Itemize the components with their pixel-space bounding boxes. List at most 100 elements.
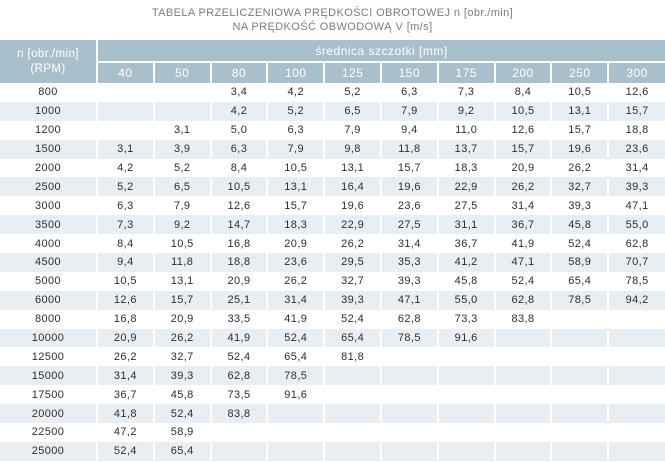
speed-cell: 41,9 — [209, 328, 268, 348]
speed-cell: 55,0 — [436, 290, 495, 310]
speed-cell — [379, 385, 438, 405]
speed-cell: 58,9 — [550, 253, 609, 272]
rpm-corner-line2: (RPM) — [30, 62, 66, 75]
table-row: 2500 5,2 6,5 10,5 13,1 16,4 19,6 22,9 26,2 32,7 39… — [0, 177, 665, 197]
speed-cell: 94,2 — [607, 290, 665, 310]
speed-cell — [607, 347, 665, 367]
speed-cell: 11,8 — [379, 139, 438, 159]
rpm-cell: 17500 — [0, 385, 97, 405]
table-row: 1000 4,2 5,2 6,5 7,9 9,2 10,5 13,1 15,7 — [0, 101, 665, 121]
speed-cell: 25,1 — [209, 290, 268, 310]
speed-cell: 12,6 — [607, 83, 665, 102]
speed-cell: 14,7 — [209, 215, 268, 235]
speed-cell — [436, 347, 495, 367]
speed-cell: 13,1 — [323, 158, 381, 178]
table-row: 3500 7,3 9,2 14,7 18,3 22,9 27,5 31,1 36,7 45,8 55… — [0, 215, 665, 235]
speed-cell: 12,6 — [96, 290, 154, 310]
speed-cell: 47,1 — [607, 196, 665, 216]
speed-cell: 78,5 — [266, 366, 325, 386]
speed-cell: 32,7 — [323, 271, 381, 291]
speed-cell: 10,5 — [209, 177, 268, 197]
speed-cell — [493, 423, 552, 442]
speed-cell: 52,4 — [550, 234, 609, 254]
speed-cell — [550, 385, 609, 405]
diameter-header: 175 — [436, 61, 495, 83]
speed-cell: 20,9 — [152, 309, 211, 329]
speed-cell: 52,4 — [493, 271, 552, 291]
speed-cell: 91,6 — [266, 385, 325, 405]
rpm-cell: 4000 — [0, 234, 97, 254]
speed-cell: 20,9 — [209, 271, 268, 291]
rpm-cell: 6000 — [0, 290, 97, 310]
speed-cell: 65,4 — [152, 441, 211, 461]
speed-cell: 5,2 — [96, 177, 154, 197]
speed-cell: 55,0 — [607, 215, 665, 235]
speed-cell: 52,4 — [323, 309, 381, 329]
speed-cell — [323, 423, 381, 442]
rpm-cell: 4500 — [0, 253, 97, 272]
speed-cell: 6,3 — [379, 83, 438, 102]
diameter-header: 100 — [266, 61, 325, 83]
speed-cell: 10,5 — [96, 271, 154, 291]
speed-cell — [436, 404, 495, 424]
speed-cell: 13,1 — [550, 101, 609, 121]
speed-cell: 7,3 — [96, 215, 154, 235]
speed-cell: 10,5 — [152, 234, 211, 254]
table-row: 3000 6,3 7,9 12,6 15,7 19,6 23,6 27,5 31,4 39,3 47… — [0, 196, 665, 216]
table-row: 12500 26,2 32,7 52,4 65,4 81,8 — [0, 347, 665, 367]
speed-cell: 23,6 — [266, 253, 325, 272]
speed-cell: 33,5 — [209, 309, 268, 329]
speed-cell: 7,3 — [436, 83, 495, 102]
speed-cell — [436, 441, 495, 461]
speed-cell: 32,7 — [152, 347, 211, 367]
table-title-line2: NA PRĘDKOŚĆ OBWODOWĄ V [m/s] — [232, 21, 433, 33]
diameter-header: 200 — [493, 61, 552, 83]
table-row: 4500 9,4 11,8 18,8 23,6 29,5 35,3 41,2 47,1 58,9 7… — [0, 253, 665, 272]
speed-cell: 73,3 — [436, 309, 495, 329]
speed-cell: 16,8 — [209, 234, 268, 254]
diameter-header: 250 — [550, 61, 609, 83]
table-title: TABELA PRZELICZENIOWA PRĘDKOŚCI OBROTOWE… — [0, 0, 665, 40]
speed-cell: 78,5 — [379, 328, 438, 348]
speed-cell — [550, 309, 609, 329]
speed-cell: 8,4 — [96, 234, 154, 254]
diameter-header: 50 — [152, 61, 211, 83]
speed-cell: 70,7 — [607, 253, 665, 272]
speed-cell — [493, 366, 552, 386]
speed-cell: 41,2 — [436, 253, 495, 272]
speed-cell: 26,2 — [152, 328, 211, 348]
table-row: 17500 36,7 45,8 73,5 91,6 — [0, 385, 665, 405]
rpm-cell: 1000 — [0, 101, 97, 121]
table-body: 800 3,4 4,2 5,2 6,3 7,3 8,4 10,5 12,6 1000 4,2 5,2 6… — [0, 83, 665, 461]
speed-cell — [550, 328, 609, 348]
diameter-header: 300 — [607, 61, 665, 83]
speed-cell: 83,8 — [209, 404, 268, 424]
table-row: 1500 3,1 3,9 6,3 7,9 9,8 11,8 13,7 15,7 19,6 23,6 — [0, 139, 665, 159]
speed-cell: 22,9 — [323, 215, 381, 235]
speed-cell: 15,7 — [152, 290, 211, 310]
speed-cell — [607, 441, 665, 461]
speed-cell — [379, 423, 438, 442]
speed-cell — [379, 366, 438, 386]
speed-cell: 6,3 — [266, 120, 325, 140]
speed-cell: 9,8 — [323, 139, 381, 159]
diameter-header: 40 — [97, 61, 154, 83]
speed-cell: 7,9 — [379, 101, 438, 121]
speed-cell: 3,1 — [152, 120, 211, 140]
speed-cell — [607, 328, 665, 348]
speed-cell — [436, 385, 495, 405]
table-title-line1: TABELA PRZELICZENIOWA PRĘDKOŚCI OBROTOWE… — [151, 7, 514, 19]
speed-cell — [493, 347, 552, 367]
speed-cell: 83,8 — [493, 309, 552, 329]
speed-cell: 18,3 — [266, 215, 325, 235]
speed-cell — [379, 347, 438, 367]
table-row: 1200 3,1 5,0 6,3 7,9 9,4 11,0 12,6 15,7 18,8 — [0, 120, 665, 140]
rpm-cell: 3500 — [0, 215, 97, 235]
speed-cell: 12,6 — [209, 196, 268, 216]
speed-cell — [550, 366, 609, 386]
speed-cell: 4,2 — [96, 158, 154, 178]
speed-cell: 5,0 — [209, 120, 268, 140]
diameter-header: 150 — [379, 61, 438, 83]
speed-cell: 62,8 — [493, 290, 552, 310]
